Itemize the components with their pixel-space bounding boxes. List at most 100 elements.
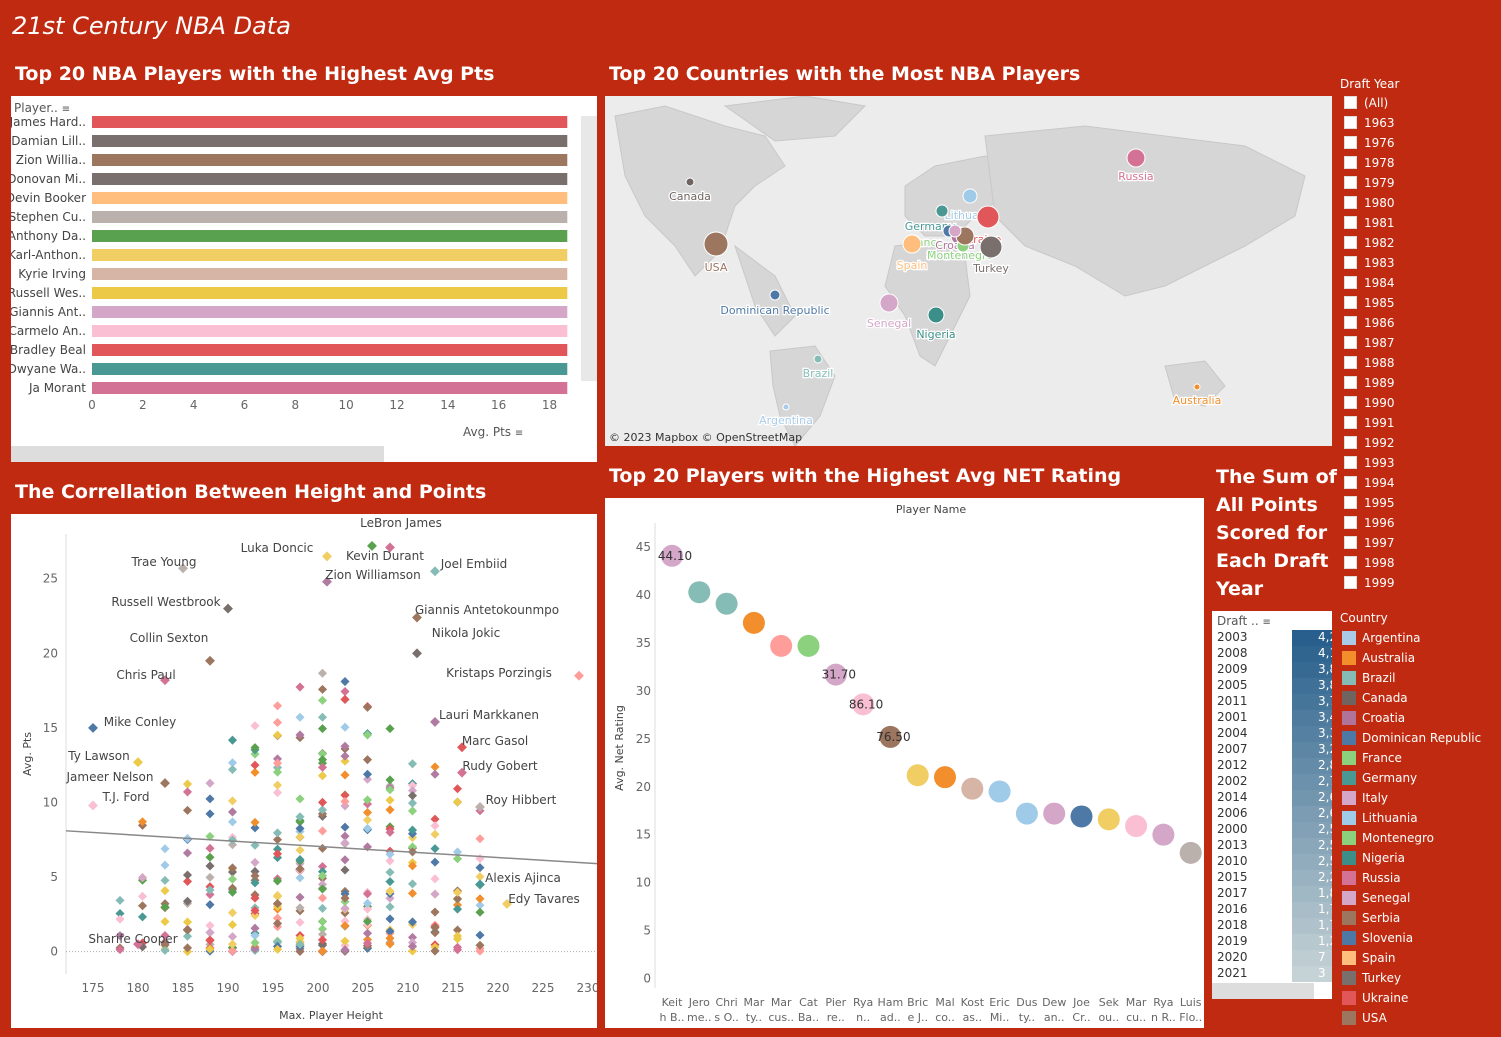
sum-row-year[interactable]: 2019	[1217, 934, 1248, 948]
scatter-point[interactable]	[385, 886, 395, 896]
filter-option[interactable]: 1998	[1344, 556, 1395, 570]
scatter-point[interactable]	[340, 936, 350, 946]
scatter-point[interactable]	[452, 942, 463, 952]
net-point[interactable]	[1043, 802, 1066, 825]
scatter-point[interactable]	[227, 908, 238, 918]
sum-row-cell[interactable]	[1292, 790, 1332, 806]
scatter-point[interactable]	[115, 895, 125, 905]
country-marker[interactable]	[703, 231, 729, 257]
bar-x-axis-title[interactable]: Avg. Pts ≡	[463, 425, 523, 439]
filter-option[interactable]: 1992	[1344, 436, 1395, 450]
scatter-point[interactable]	[430, 857, 440, 867]
scatter-point[interactable]	[295, 824, 305, 834]
sum-row-year[interactable]: 2012	[1217, 758, 1248, 772]
scatter-point[interactable]	[407, 879, 418, 889]
scatter-point[interactable]	[385, 877, 395, 887]
sum-row-cell[interactable]	[1292, 662, 1332, 678]
scatter-point[interactable]	[182, 779, 193, 789]
bar-category-label[interactable]: Stephen Cu..	[11, 210, 86, 224]
scatter-point[interactable]	[340, 916, 350, 926]
filter-option[interactable]: 1979	[1344, 176, 1395, 190]
trend-line[interactable]	[65, 830, 597, 865]
net-point[interactable]	[1070, 805, 1093, 828]
scatter-point[interactable]	[115, 914, 125, 924]
filter-option[interactable]: 1987	[1344, 336, 1395, 350]
scatter-point[interactable]	[250, 721, 260, 731]
scatter-point[interactable]	[362, 702, 373, 712]
bar-category-label[interactable]: Carmelo An..	[11, 324, 86, 338]
country-marker[interactable]	[813, 354, 823, 364]
bar[interactable]	[92, 249, 568, 261]
filter-option[interactable]: 1999	[1344, 576, 1395, 590]
scatter-point[interactable]	[317, 668, 328, 678]
sum-row-cell[interactable]	[1292, 758, 1332, 774]
scatter-point[interactable]	[317, 903, 328, 913]
scatter-point[interactable]	[227, 796, 238, 806]
country-marker[interactable]	[879, 293, 899, 313]
scatter-point[interactable]	[452, 784, 463, 794]
bar[interactable]	[92, 192, 568, 204]
scatter-point[interactable]	[317, 862, 328, 872]
sum-row-year[interactable]: 2001	[1217, 710, 1248, 724]
scatter-point[interactable]	[385, 775, 395, 785]
scatter-point[interactable]	[362, 815, 373, 825]
scatter-point[interactable]	[295, 682, 305, 692]
scatter-point[interactable]	[362, 928, 373, 938]
checkbox[interactable]	[1344, 356, 1357, 369]
bar-row-header[interactable]: Player.. ≡	[14, 101, 70, 115]
sum-row-cell[interactable]	[1292, 870, 1332, 886]
sum-row-cell[interactable]	[1292, 902, 1332, 918]
legend-item[interactable]: Slovenia	[1342, 931, 1413, 945]
bar[interactable]	[92, 268, 568, 280]
scatter-point[interactable]	[295, 892, 305, 902]
labeled-scatter-point[interactable]	[475, 801, 485, 812]
scatter-point[interactable]	[272, 844, 283, 854]
bar-category-label[interactable]: Russell Wes..	[11, 286, 86, 300]
scatter-point[interactable]	[272, 717, 283, 728]
labeled-scatter-point[interactable]	[574, 670, 584, 681]
scatter-point[interactable]	[227, 807, 238, 817]
sum-row-cell[interactable]	[1292, 806, 1332, 822]
bar[interactable]	[92, 287, 568, 299]
bar-category-label[interactable]: Karl-Anthon..	[11, 248, 86, 262]
scatter-point[interactable]	[182, 925, 193, 935]
scatter-point[interactable]	[362, 889, 373, 899]
scatter-point[interactable]	[362, 904, 373, 914]
country-marker[interactable]	[1193, 383, 1201, 391]
scatter-point[interactable]	[340, 921, 350, 931]
scatter-point[interactable]	[362, 730, 373, 740]
scatter-point[interactable]	[182, 870, 193, 880]
filter-option[interactable]: 1982	[1344, 236, 1395, 250]
scatter-point[interactable]	[475, 854, 485, 864]
checkbox[interactable]	[1344, 316, 1357, 329]
scatter-point[interactable]	[227, 735, 238, 745]
scatter-point[interactable]	[182, 848, 193, 858]
sum-row-year[interactable]: 2020	[1217, 950, 1248, 964]
bar-category-label[interactable]: Anthony Da..	[11, 229, 86, 243]
scatter-point[interactable]	[182, 787, 193, 797]
scatter-point[interactable]	[182, 876, 193, 886]
net-point[interactable]	[988, 780, 1011, 803]
scatter-point[interactable]	[227, 765, 238, 775]
checkbox[interactable]	[1344, 176, 1357, 189]
scatter-point[interactable]	[317, 893, 328, 903]
scatter-point[interactable]	[160, 860, 170, 870]
scatter-point[interactable]	[407, 806, 418, 816]
bar[interactable]	[92, 325, 568, 337]
scatter-point[interactable]	[407, 798, 418, 808]
scatter-point[interactable]	[317, 924, 328, 934]
scatter-point[interactable]	[272, 918, 283, 929]
sum-row-year[interactable]: 2016	[1217, 902, 1248, 916]
scatter-point[interactable]	[250, 760, 260, 770]
country-marker[interactable]	[782, 403, 790, 411]
scatter-point[interactable]	[385, 867, 395, 877]
scatter-point[interactable]	[317, 724, 328, 734]
world-map[interactable]: RussiaCanadaUSALithuaniaGermanyFranceCro…	[605, 96, 1332, 446]
sum-row-year[interactable]: 2014	[1217, 790, 1248, 804]
labeled-scatter-point[interactable]	[430, 566, 440, 577]
scatter-point[interactable]	[385, 939, 395, 949]
scatter-point[interactable]	[295, 817, 305, 827]
sum-row-cell[interactable]	[1292, 950, 1332, 966]
scatter-point[interactable]	[407, 932, 418, 942]
scatter-point[interactable]	[317, 712, 328, 722]
